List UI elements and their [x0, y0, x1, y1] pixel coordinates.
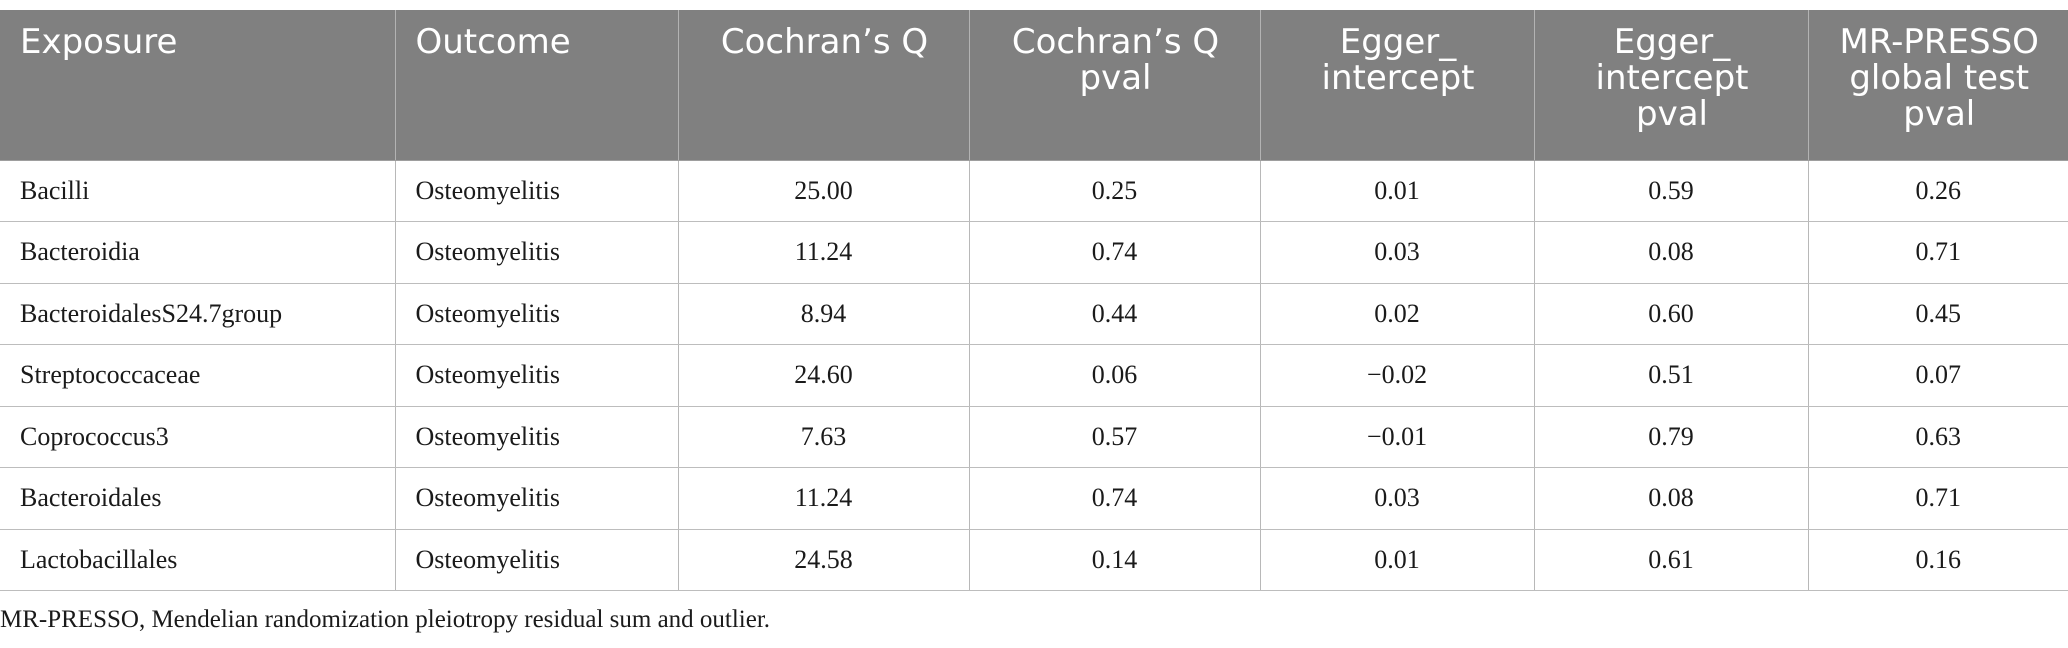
exposure-cell: Bacteroidia: [0, 221, 396, 284]
cochrans-q-cell: 7.63: [678, 406, 970, 468]
table-row: Coprococcus3 Osteomyelitis 7.63 0.57 −0.01 0.…: [0, 406, 2068, 468]
exposure-cell: Bacilli: [0, 160, 396, 222]
exposure-cell: Streptococcaceae: [0, 344, 396, 407]
table-row: Bacteroidales Osteomyelitis 11.24 0.74 0.03 0…: [0, 467, 2068, 530]
table-row: Bacilli Osteomyelitis 25.00 0.25 0.01 0.59 0.2…: [0, 160, 2068, 222]
egger-intercept-cell: −0.01: [1260, 406, 1535, 468]
outcome-cell: Osteomyelitis: [395, 467, 679, 530]
cochrans-q-pval-cell: 0.74: [969, 221, 1261, 284]
outcome-cell: Osteomyelitis: [395, 283, 679, 345]
mr-presso-pval-cell: 0.26: [1808, 160, 2068, 222]
table-row: Bacteroidia Osteomyelitis 11.24 0.74 0.03 0.0…: [0, 221, 2068, 284]
egger-intercept-pval-cell: 0.61: [1534, 529, 1809, 591]
column-header-egger-intercept: Egger_ intercept: [1260, 10, 1535, 161]
outcome-cell: Osteomyelitis: [395, 406, 679, 468]
table-row: BacteroidalesS24.7group Osteomyelitis 8.94…: [0, 283, 2068, 345]
outcome-cell: Osteomyelitis: [395, 221, 679, 284]
mr-presso-pval-cell: 0.16: [1808, 529, 2068, 591]
results-table: Exposure Outcome Cochran’s Q Cochran’s Q…: [0, 10, 2068, 591]
column-header-cochrans-q: Cochran’s Q: [678, 10, 970, 161]
cochrans-q-cell: 24.58: [678, 529, 970, 591]
cochrans-q-pval-cell: 0.57: [969, 406, 1261, 468]
cochrans-q-cell: 11.24: [678, 221, 970, 284]
egger-intercept-pval-cell: 0.60: [1534, 283, 1809, 345]
column-header-cochrans-q-pval: Cochran’s Q pval: [969, 10, 1261, 161]
exposure-cell: BacteroidalesS24.7group: [0, 283, 396, 345]
mr-presso-pval-cell: 0.07: [1808, 344, 2068, 407]
cochrans-q-cell: 24.60: [678, 344, 970, 407]
table-row: Lactobacillales Osteomyelitis 24.58 0.14 0.0…: [0, 529, 2068, 591]
table-body: Bacilli Osteomyelitis 25.00 0.25 0.01 0.59 0.2…: [0, 160, 2068, 591]
mr-presso-pval-cell: 0.63: [1808, 406, 2068, 468]
table-row: Streptococcaceae Osteomyelitis 24.60 0.06 −0…: [0, 344, 2068, 407]
cochrans-q-cell: 25.00: [678, 160, 970, 222]
mr-presso-pval-cell: 0.71: [1808, 467, 2068, 530]
exposure-cell: Bacteroidales: [0, 467, 396, 530]
egger-intercept-pval-cell: 0.51: [1534, 344, 1809, 407]
table-header: Exposure Outcome Cochran’s Q Cochran’s Q…: [0, 10, 2068, 161]
egger-intercept-cell: −0.02: [1260, 344, 1535, 407]
column-header-egger-intercept-pval: Egger_ intercept pval: [1534, 10, 1809, 161]
cochrans-q-pval-cell: 0.44: [969, 283, 1261, 345]
cochrans-q-pval-cell: 0.74: [969, 467, 1261, 530]
egger-intercept-pval-cell: 0.08: [1534, 221, 1809, 284]
egger-intercept-cell: 0.03: [1260, 467, 1535, 530]
cochrans-q-cell: 8.94: [678, 283, 970, 345]
cochrans-q-pval-cell: 0.14: [969, 529, 1261, 591]
egger-intercept-pval-cell: 0.79: [1534, 406, 1809, 468]
mr-presso-pval-cell: 0.71: [1808, 221, 2068, 284]
egger-intercept-pval-cell: 0.59: [1534, 160, 1809, 222]
exposure-cell: Coprococcus3: [0, 406, 396, 468]
egger-intercept-cell: 0.03: [1260, 221, 1535, 284]
cochrans-q-pval-cell: 0.25: [969, 160, 1261, 222]
egger-intercept-cell: 0.01: [1260, 529, 1535, 591]
egger-intercept-cell: 0.02: [1260, 283, 1535, 345]
outcome-cell: Osteomyelitis: [395, 344, 679, 407]
exposure-cell: Lactobacillales: [0, 529, 396, 591]
outcome-cell: Osteomyelitis: [395, 160, 679, 222]
cochrans-q-cell: 11.24: [678, 467, 970, 530]
column-header-mr-presso-pval: MR-PRESSO global test pval: [1808, 10, 2068, 161]
egger-intercept-cell: 0.01: [1260, 160, 1535, 222]
cochrans-q-pval-cell: 0.06: [969, 344, 1261, 407]
outcome-cell: Osteomyelitis: [395, 529, 679, 591]
mr-presso-pval-cell: 0.45: [1808, 283, 2068, 345]
column-header-exposure: Exposure: [0, 10, 396, 161]
header-row: Exposure Outcome Cochran’s Q Cochran’s Q…: [0, 10, 2068, 161]
column-header-outcome: Outcome: [395, 10, 679, 161]
table-footnote: MR-PRESSO, Mendelian randomization pleio…: [0, 606, 771, 633]
egger-intercept-pval-cell: 0.08: [1534, 467, 1809, 530]
